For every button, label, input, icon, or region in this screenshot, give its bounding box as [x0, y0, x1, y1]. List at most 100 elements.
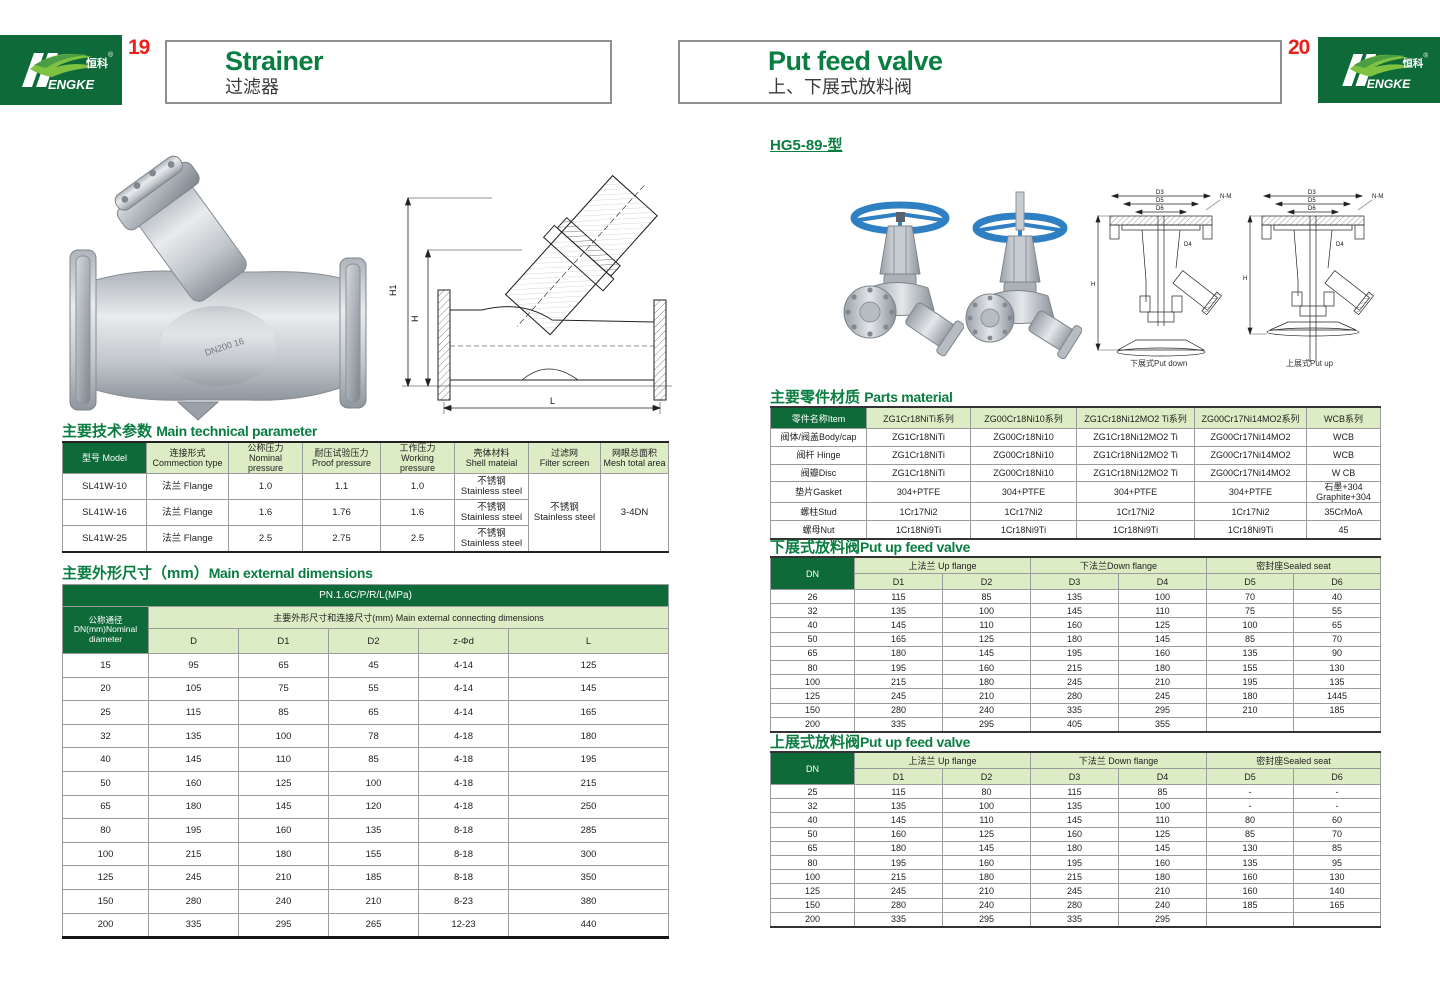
svg-text:®: ®	[108, 51, 114, 59]
col-header: 壳体材料 Shell mateial	[454, 441, 529, 474]
table-cell: ZG00Cr18Ni10	[970, 463, 1077, 483]
main-external-dimensions-table: PN.1.6C/P/R/L(MPa) 公称通径 DN(mm)Nominal di…	[61, 584, 670, 940]
table-cell: 65	[328, 700, 419, 725]
table-row: 阀体/阀盖Body/cap ZG1Cr18NiTi ZG00Cr18Ni10 ZG1C…	[770, 428, 1381, 447]
dims-section-title: 主要外形尺寸（mm）Main external dimensions	[62, 565, 373, 582]
table-cell: 145	[854, 812, 943, 828]
table-cell: 1Cr17Ni2	[1076, 502, 1195, 522]
table-cell: W CB	[1306, 463, 1381, 483]
table-cell: 160	[148, 770, 239, 796]
table-cell: 280	[854, 897, 943, 913]
up-valve-title: 上展式放料阀Put up feed valve	[770, 734, 971, 751]
table-cell: 280	[1030, 897, 1119, 913]
table-cell: 78	[328, 723, 419, 749]
table-row: 65 180 145 120 4-18 250	[62, 794, 670, 820]
table-cell: 335	[1030, 702, 1119, 718]
table-row: 150 280 240 210 8-23 380	[62, 888, 670, 914]
table-cell: 155	[328, 841, 419, 867]
table-cell: 25	[62, 700, 149, 725]
table-cell: 200	[770, 911, 855, 928]
table-cell: ZG00Cr17Ni14MO2	[1194, 428, 1307, 447]
table-cell: 380	[507, 888, 670, 914]
table-cell: 160	[942, 854, 1031, 871]
col-header: D1	[854, 768, 943, 785]
table-cell: 4-18	[418, 723, 509, 749]
table-cell: 135	[1030, 798, 1119, 814]
svg-text:ENGKE: ENGKE	[48, 77, 95, 92]
table-cell: 45	[1306, 520, 1381, 540]
table-cell: 130	[1293, 659, 1382, 676]
table-cell: 140	[1293, 883, 1382, 899]
right-page-title: Put feed valve	[768, 46, 943, 76]
table-cell: 25	[770, 783, 855, 800]
table-cell: 295	[1117, 702, 1208, 718]
table-cell: 85	[1293, 840, 1382, 856]
col-header: ZG1Cr18Ni12MO2 Ti系列	[1076, 406, 1195, 429]
table-cell: 8-18	[418, 865, 509, 890]
table-cell: 195	[1030, 854, 1119, 871]
table-cell	[1206, 716, 1295, 733]
table-row: 40 145 110 145 110 80 60	[770, 812, 1382, 828]
table-cell: -	[1206, 798, 1295, 814]
table-cell: 285	[507, 818, 670, 843]
table-cell: 阀体/阀盖Body/cap	[770, 428, 867, 447]
table-cell: 295	[1117, 911, 1208, 928]
table-cell: 15	[62, 653, 149, 678]
table-cell: -	[1293, 783, 1382, 800]
table-cell: 95	[148, 653, 239, 678]
down-valve-title: 下展式放料阀Put up feed valve	[770, 539, 971, 556]
table-row: SL41W-10 法兰 Flange 1.0 1.1 1.0 不锈钢 Stain…	[62, 473, 669, 553]
table-cell: 115	[854, 588, 943, 605]
table-cell: 75	[1206, 603, 1295, 619]
table-cell: 180	[238, 841, 329, 867]
table-cell: 65	[770, 645, 855, 661]
table-cell: 280	[854, 702, 943, 718]
page-number-left: 19	[128, 36, 150, 59]
table-cell: 12-23	[418, 912, 509, 939]
table-cell: 1Cr17Ni2	[970, 502, 1077, 522]
merged-cell: 3-4DN	[600, 473, 669, 553]
table-row: 200 335 295 265 12-23 440	[62, 912, 670, 939]
table-cell: 85	[1117, 783, 1208, 800]
table-cell: 180	[1117, 659, 1208, 676]
table-cell: 355	[1117, 716, 1208, 733]
table-row: 50 165 125 180 145 85 70	[770, 631, 1382, 647]
col-header: 连接形式 Commection type	[146, 441, 229, 474]
hengke-logo-icon: 恒科 ® ENGKE	[1342, 52, 1428, 91]
merged-cell: 不锈钢 Stainless steel	[528, 473, 601, 553]
table-cell: -	[1206, 783, 1295, 800]
table-cell: 150	[770, 702, 855, 718]
table-cell: 85	[1206, 826, 1295, 842]
svg-text:D4: D4	[1184, 242, 1192, 248]
group-header: 上法兰 Up flange	[854, 751, 1031, 769]
table-cell: 180	[507, 723, 670, 749]
col-header: D2	[328, 628, 419, 654]
table-cell: 215	[148, 841, 239, 867]
table-row: 阀杆 Hinge ZG1Cr18NiTi ZG00Cr18Ni10 ZG1Cr18Ni…	[770, 445, 1381, 465]
col-header: L	[507, 628, 670, 654]
table-cell: 160	[1206, 883, 1295, 899]
table-cell: 65	[770, 840, 855, 856]
table-cell: 32	[770, 603, 855, 619]
col-header: D1	[238, 628, 329, 654]
valve-photo-down	[836, 188, 965, 373]
table-cell: 阀杆 Hinge	[770, 445, 867, 465]
table-cell: 阀瓣Disc	[770, 463, 867, 483]
table-cell: 304+PTFE	[866, 481, 971, 504]
table-cell: 1Cr18Ni9Ti	[970, 520, 1077, 540]
table-cell: 100	[62, 841, 149, 867]
table-cell: 335	[854, 911, 943, 928]
table-cell: ZG00Cr17Ni14MO2	[1194, 445, 1307, 465]
table-cell: 160	[1206, 869, 1295, 885]
table-row: 50 160 125 160 125 85 70	[770, 826, 1382, 842]
table-cell: 125	[1117, 826, 1208, 842]
table-cell: 65	[1293, 617, 1382, 633]
col-header: 型号 Model	[62, 441, 147, 474]
table-cell: 195	[854, 854, 943, 871]
table-cell: 195	[854, 659, 943, 676]
table-cell: 210	[1117, 674, 1208, 690]
svg-text:L: L	[550, 396, 555, 406]
table-cell: 280	[1030, 688, 1119, 704]
table-cell: 80	[62, 818, 149, 843]
